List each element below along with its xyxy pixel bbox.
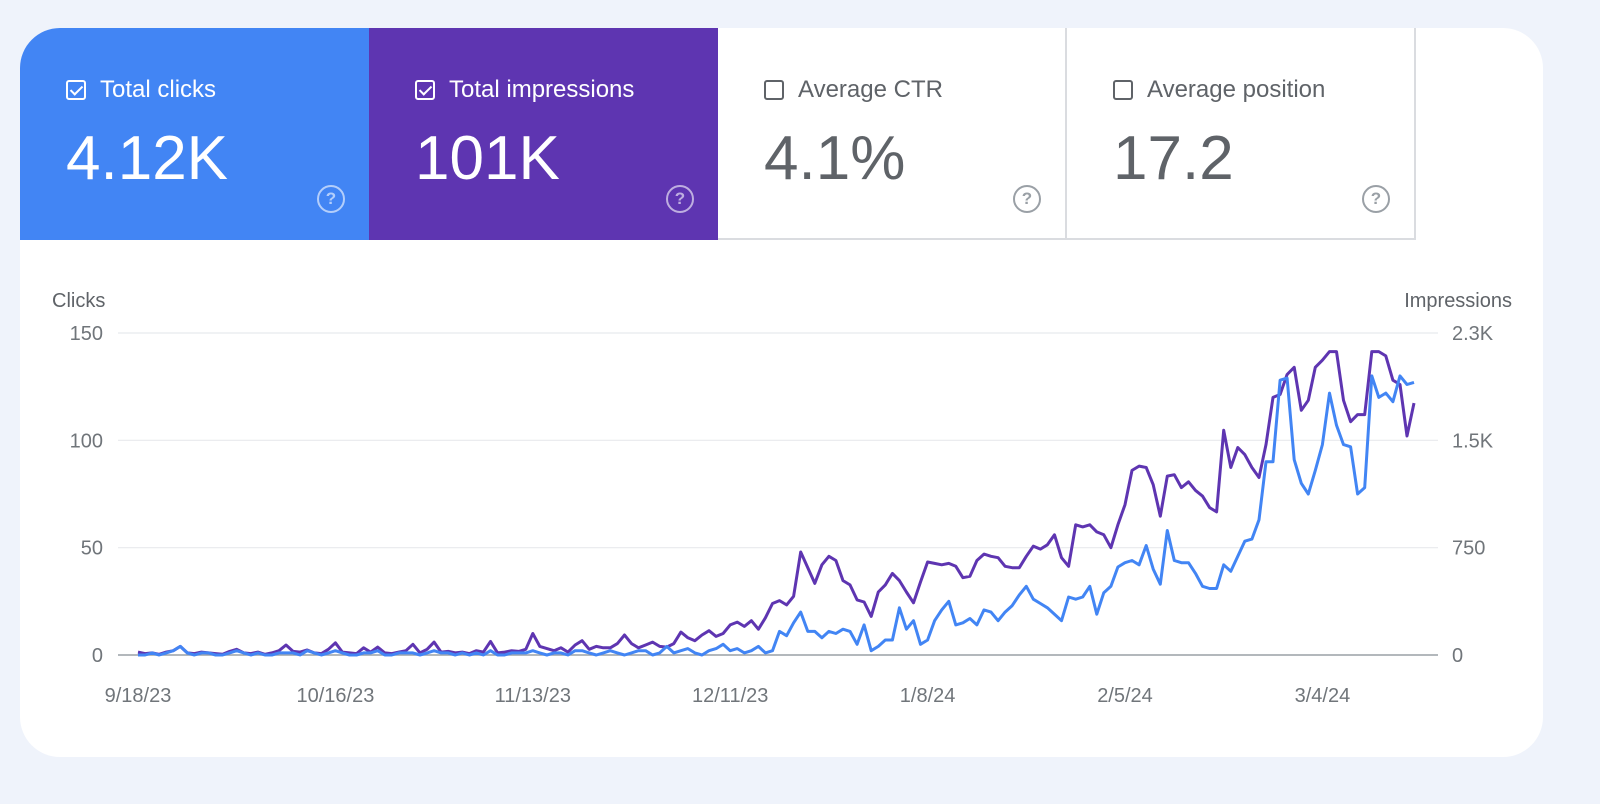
help-icon[interactable]: ?: [1013, 185, 1041, 213]
checkbox-unchecked-icon[interactable]: [1113, 80, 1133, 100]
help-icon[interactable]: ?: [317, 185, 345, 213]
tick-labels: 0 50 100 150 0 750 1.5K 2.3K 9/18/23 10/16/23 11/1…: [70, 323, 1494, 707]
metric-tile-average-position[interactable]: Average position 17.2 ?: [1067, 28, 1416, 240]
metric-header: Average position: [1113, 76, 1325, 104]
metric-header: Total clicks: [66, 76, 216, 104]
y-right-tick-label: 2.3K: [1452, 323, 1494, 345]
y-right-tick-label: 0: [1452, 645, 1463, 667]
checkbox-checked-icon[interactable]: [66, 80, 86, 100]
metric-label: Average position: [1147, 76, 1326, 103]
x-tick-label: 10/16/23: [296, 685, 374, 707]
y-left-tick-label: 50: [81, 538, 103, 560]
x-tick-label: 12/11/23: [692, 685, 768, 707]
metric-value: 101K: [415, 124, 560, 193]
x-tick-label: 2/5/24: [1097, 685, 1153, 707]
metric-value: 4.12K: [66, 124, 229, 193]
clicks-series-line: [138, 374, 1415, 657]
series-lines: [137, 350, 1416, 657]
y-right-axis-label: Impressions: [1404, 290, 1512, 312]
y-left-tick-label: 100: [70, 430, 103, 452]
x-tick-label: 9/18/23: [105, 685, 172, 707]
metric-value: 4.1%: [764, 124, 906, 193]
x-tick-label: 1/8/24: [900, 685, 956, 707]
metric-tile-total-clicks[interactable]: Total clicks 4.12K ?: [20, 28, 369, 240]
y-left-axis-label: Clicks: [52, 290, 105, 312]
y-left-tick-label: 0: [92, 645, 103, 667]
impressions-series-line: [137, 350, 1416, 656]
metric-tile-total-impressions[interactable]: Total impressions 101K ?: [369, 28, 718, 240]
x-tick-label: 3/4/24: [1295, 685, 1351, 707]
metric-label: Total clicks: [100, 76, 217, 103]
help-icon[interactable]: ?: [1362, 185, 1390, 213]
checkbox-checked-icon[interactable]: [415, 80, 435, 100]
metric-header: Average CTR: [764, 76, 943, 104]
gridlines: [118, 332, 1438, 656]
help-icon[interactable]: ?: [666, 185, 694, 213]
metric-label: Total impressions: [449, 76, 635, 103]
y-left-tick-label: 150: [70, 323, 103, 345]
metric-label: Average CTR: [798, 76, 943, 103]
checkbox-unchecked-icon[interactable]: [764, 80, 784, 100]
metric-value: 17.2: [1113, 124, 1234, 193]
y-right-tick-label: 750: [1452, 538, 1485, 560]
y-right-tick-label: 1.5K: [1452, 430, 1494, 452]
metric-tile-average-ctr[interactable]: Average CTR 4.1% ?: [718, 28, 1067, 240]
x-tick-label: 11/13/23: [495, 685, 571, 707]
metric-header: Total impressions: [415, 76, 634, 104]
